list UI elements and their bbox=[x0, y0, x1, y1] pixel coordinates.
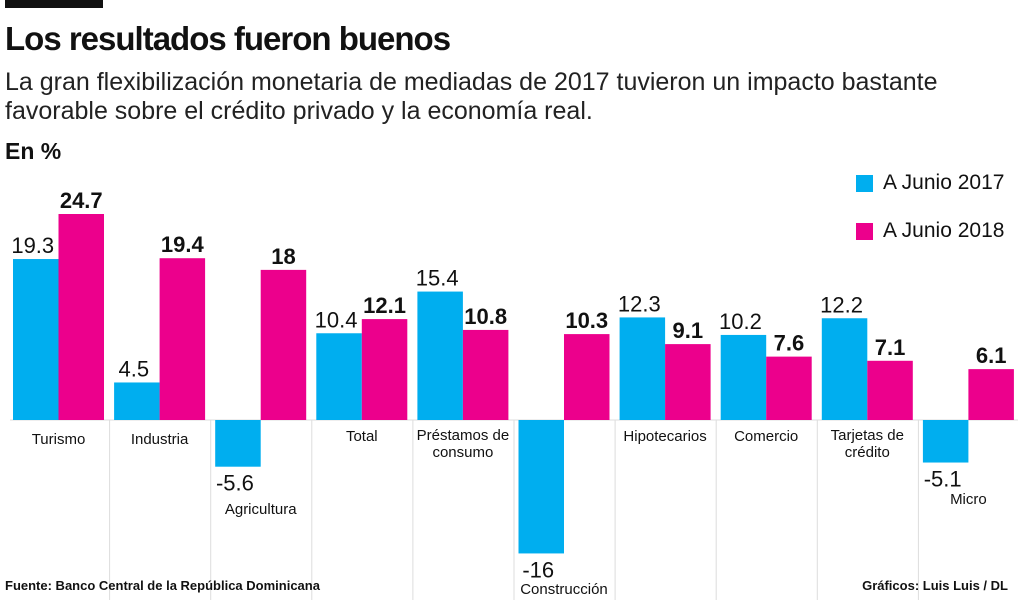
bar-2018 bbox=[159, 258, 206, 420]
bar-2017 bbox=[215, 420, 261, 467]
data-label: 10.8 bbox=[464, 304, 507, 329]
category-label: Préstamos de bbox=[417, 427, 510, 444]
bar-2017 bbox=[922, 420, 969, 463]
category-label: crédito bbox=[845, 444, 890, 461]
bar-2018 bbox=[766, 356, 812, 420]
data-label: 19.3 bbox=[11, 233, 54, 258]
bar-2018 bbox=[968, 369, 1014, 420]
data-label: 4.5 bbox=[119, 356, 150, 381]
bar-2017 bbox=[619, 317, 666, 420]
data-label: -5.6 bbox=[216, 471, 254, 496]
credit-note: Gráficos: Luis Luis / DL bbox=[862, 578, 1008, 593]
bar-2018 bbox=[665, 344, 711, 420]
data-label: -5.1 bbox=[924, 467, 962, 492]
unit-label: En % bbox=[5, 138, 62, 164]
category-label: Micro bbox=[950, 491, 987, 508]
bar-2017 bbox=[13, 259, 59, 420]
legend-swatch bbox=[856, 174, 873, 192]
source-note: Fuente: Banco Central de la República Do… bbox=[5, 578, 320, 593]
data-label: 10.3 bbox=[565, 308, 608, 333]
category-label: Hipotecarios bbox=[623, 428, 706, 445]
category-label: Comercio bbox=[734, 428, 798, 445]
legend-item-2018: A Junio 2018 bbox=[856, 219, 1004, 243]
bar-2018 bbox=[462, 329, 509, 420]
data-label: 6.1 bbox=[976, 343, 1007, 368]
category-label: consumo bbox=[432, 444, 493, 461]
category-label: Turismo bbox=[32, 431, 86, 448]
data-label: 10.2 bbox=[719, 309, 762, 334]
header-bar bbox=[5, 0, 103, 8]
bar-2018 bbox=[564, 334, 610, 420]
data-label: -16 bbox=[522, 557, 554, 582]
category-label: Industria bbox=[131, 431, 189, 448]
category-label: Construcción bbox=[520, 581, 608, 598]
legend-label: A Junio 2018 bbox=[883, 219, 1005, 242]
data-label: 12.3 bbox=[618, 291, 661, 316]
bar-2018 bbox=[58, 214, 104, 420]
chart-title: Los resultados fueron buenos bbox=[5, 20, 451, 57]
bar-2018 bbox=[361, 319, 408, 420]
bar-2017 bbox=[821, 318, 868, 420]
data-label: 7.6 bbox=[774, 331, 805, 356]
data-label: 12.2 bbox=[820, 292, 863, 317]
data-label: 19.4 bbox=[161, 232, 205, 257]
bar-2018 bbox=[867, 360, 913, 420]
data-label: 12.1 bbox=[363, 293, 406, 318]
data-label: 18 bbox=[271, 244, 295, 269]
category-label: Tarjetas de bbox=[831, 427, 904, 444]
data-label: 9.1 bbox=[673, 318, 704, 343]
data-label: 7.1 bbox=[875, 335, 906, 360]
bar-2017 bbox=[417, 291, 463, 420]
category-label: Agricultura bbox=[225, 501, 297, 518]
bar-2018 bbox=[260, 269, 307, 420]
legend-label: A Junio 2017 bbox=[883, 171, 1005, 194]
data-label: 24.7 bbox=[60, 188, 103, 213]
bar-2017 bbox=[114, 382, 160, 420]
legend-item-2017: A Junio 2017 bbox=[856, 171, 1004, 195]
data-label: 10.4 bbox=[315, 307, 358, 332]
data-label: 15.4 bbox=[416, 266, 459, 291]
legend-swatch bbox=[856, 222, 873, 240]
chart-subtitle: La gran flexibilización monetaria de med… bbox=[5, 68, 938, 125]
category-label: Total bbox=[346, 428, 378, 445]
bar-2017 bbox=[720, 334, 767, 420]
bar-2017 bbox=[316, 333, 362, 420]
bar-2017 bbox=[518, 420, 564, 554]
